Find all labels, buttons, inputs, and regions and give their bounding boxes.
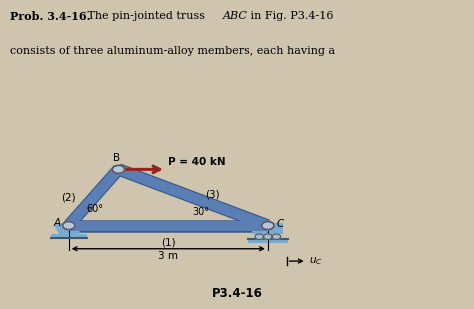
Circle shape [264, 234, 272, 239]
Text: (2): (2) [61, 193, 75, 202]
Text: (3): (3) [205, 189, 219, 199]
Text: P = 40 kN: P = 40 kN [168, 157, 226, 167]
Text: A: A [53, 218, 60, 228]
FancyBboxPatch shape [51, 234, 87, 238]
Text: P3.4-16: P3.4-16 [211, 287, 263, 300]
Polygon shape [55, 227, 82, 234]
Text: $u_C$: $u_C$ [309, 255, 323, 267]
Text: B: B [112, 153, 120, 163]
FancyBboxPatch shape [55, 223, 82, 227]
Circle shape [262, 222, 274, 230]
Circle shape [272, 234, 281, 239]
Text: The pin-jointed truss: The pin-jointed truss [84, 11, 209, 21]
Circle shape [255, 234, 264, 239]
Text: ABC: ABC [223, 11, 247, 21]
Text: 60°: 60° [87, 204, 104, 214]
FancyBboxPatch shape [248, 239, 288, 243]
Text: consists of three aluminum-alloy members, each having a: consists of three aluminum-alloy members… [10, 46, 336, 56]
FancyBboxPatch shape [252, 227, 283, 234]
Circle shape [63, 222, 75, 230]
Text: 3 m: 3 m [158, 251, 178, 261]
Circle shape [112, 165, 125, 173]
Text: (1): (1) [161, 237, 175, 247]
Text: in Fig. P3.4-16: in Fig. P3.4-16 [247, 11, 334, 21]
Text: 30°: 30° [192, 207, 209, 217]
FancyBboxPatch shape [252, 223, 283, 227]
Text: Prob. 3.4-16.: Prob. 3.4-16. [10, 11, 91, 22]
Text: C: C [276, 219, 283, 229]
